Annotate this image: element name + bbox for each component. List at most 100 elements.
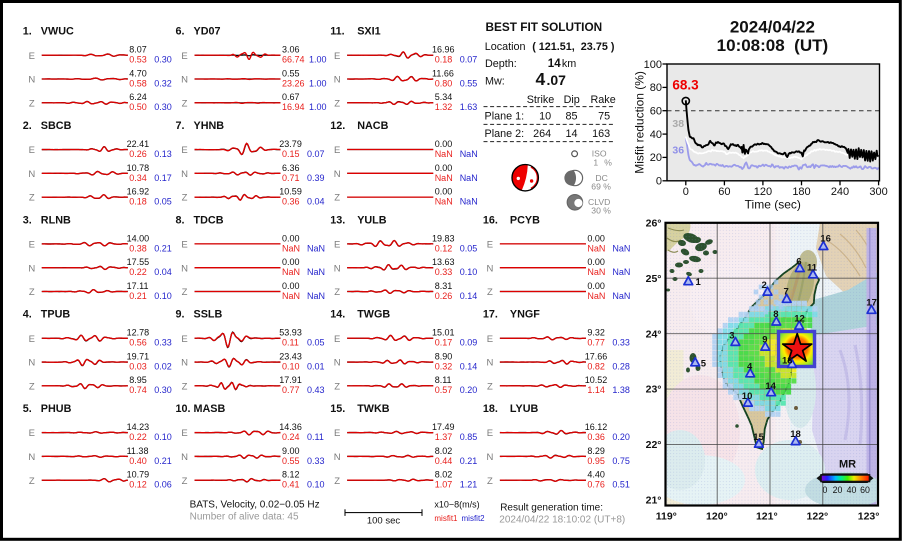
svg-text:0.58: 0.58 — [129, 78, 147, 88]
svg-text:0: 0 — [823, 485, 828, 495]
svg-text:0.09: 0.09 — [460, 338, 478, 348]
svg-text:0.21: 0.21 — [154, 456, 172, 466]
svg-text:11.38: 11.38 — [127, 446, 149, 456]
svg-text:75: 75 — [598, 111, 610, 123]
svg-text:N: N — [181, 263, 188, 274]
svg-text:40: 40 — [650, 129, 662, 141]
svg-text:7: 7 — [784, 287, 789, 298]
svg-text:0: 0 — [683, 186, 689, 198]
svg-text:NACB: NACB — [357, 120, 388, 132]
svg-text:0.00: 0.00 — [435, 139, 453, 149]
svg-text:22°: 22° — [646, 439, 662, 451]
svg-text:17.91: 17.91 — [279, 375, 302, 385]
svg-text:240: 240 — [831, 186, 849, 198]
svg-text:Z: Z — [334, 193, 340, 204]
svg-text:3.: 3. — [23, 214, 32, 226]
svg-text:3.06: 3.06 — [282, 45, 300, 55]
svg-text:YHNB: YHNB — [194, 120, 225, 132]
svg-text:5: 5 — [701, 358, 707, 369]
svg-text:0.02: 0.02 — [154, 361, 172, 371]
svg-text:N: N — [181, 75, 188, 86]
svg-text:0.77: 0.77 — [587, 338, 605, 348]
svg-text:6.: 6. — [176, 26, 185, 38]
svg-text:N: N — [486, 358, 493, 369]
svg-text:Z: Z — [29, 193, 35, 204]
svg-text:E: E — [181, 145, 187, 156]
svg-text:NaN: NaN — [307, 267, 325, 277]
svg-text:4.40: 4.40 — [587, 470, 605, 480]
svg-text:NaN: NaN — [282, 267, 300, 277]
svg-text:100: 100 — [644, 59, 662, 71]
svg-text:BATS, Velocity, 0.02−0.05 Hz: BATS, Velocity, 0.02−0.05 Hz — [190, 500, 320, 511]
svg-text:10: 10 — [742, 391, 753, 402]
svg-text:0.00: 0.00 — [587, 233, 605, 243]
svg-text:NaN: NaN — [612, 291, 630, 301]
svg-text:N: N — [181, 169, 188, 180]
svg-text:0.28: 0.28 — [612, 361, 630, 371]
svg-text:11.66: 11.66 — [432, 68, 454, 78]
svg-text:0.77: 0.77 — [282, 385, 300, 395]
svg-text:0.74: 0.74 — [129, 385, 147, 395]
svg-text:0.30: 0.30 — [154, 55, 172, 65]
svg-text:E: E — [334, 145, 340, 156]
svg-text:0.32: 0.32 — [435, 361, 453, 371]
svg-text:0.10: 0.10 — [460, 267, 478, 277]
svg-text:1.14: 1.14 — [587, 385, 605, 395]
svg-text:14: 14 — [765, 381, 776, 392]
svg-text:Location: Location — [485, 41, 526, 53]
svg-text:MASB: MASB — [194, 403, 226, 415]
svg-text:N: N — [334, 75, 341, 86]
svg-text:E: E — [29, 145, 35, 156]
svg-text:18: 18 — [790, 429, 801, 440]
svg-text:1.38: 1.38 — [612, 385, 630, 395]
svg-text:0.04: 0.04 — [154, 267, 172, 277]
svg-text:Z: Z — [334, 98, 340, 109]
svg-text:38: 38 — [672, 118, 684, 130]
svg-text:N: N — [334, 263, 341, 274]
svg-text:Z: Z — [487, 476, 493, 487]
svg-text:80: 80 — [650, 82, 662, 94]
svg-text:20: 20 — [833, 485, 843, 495]
svg-text:60: 60 — [650, 106, 662, 118]
svg-text:0.76: 0.76 — [587, 480, 605, 490]
svg-text:Z: Z — [182, 381, 188, 392]
svg-text:5.: 5. — [23, 403, 32, 415]
svg-text:0.57: 0.57 — [435, 385, 453, 395]
svg-text:E: E — [181, 428, 187, 439]
svg-text:1.00: 1.00 — [309, 102, 327, 112]
svg-text:8.90: 8.90 — [435, 351, 453, 361]
svg-text:0.00: 0.00 — [587, 281, 605, 291]
svg-text:SXI1: SXI1 — [357, 26, 380, 38]
svg-text:6.36: 6.36 — [282, 163, 300, 173]
svg-text:PCYB: PCYB — [510, 214, 540, 226]
svg-text:300: 300 — [869, 186, 887, 198]
svg-text:2024/04/22 18:10:02 (UT+8): 2024/04/22 18:10:02 (UT+8) — [499, 515, 625, 526]
svg-text:1.63: 1.63 — [460, 102, 478, 112]
svg-text:E: E — [181, 240, 187, 251]
svg-text:0: 0 — [656, 176, 662, 188]
svg-text:1: 1 — [696, 277, 702, 288]
svg-text:Plane 2:: Plane 2: — [485, 128, 525, 140]
svg-text:13.: 13. — [330, 214, 345, 226]
svg-text:Z: Z — [487, 381, 493, 392]
svg-text:120: 120 — [754, 186, 772, 198]
svg-text:1.37: 1.37 — [435, 432, 453, 442]
svg-text:0.03: 0.03 — [129, 361, 147, 371]
svg-text:12.: 12. — [330, 120, 345, 132]
svg-text:0.33: 0.33 — [307, 456, 325, 466]
svg-text:0.38: 0.38 — [129, 243, 147, 253]
svg-text:NaN: NaN — [282, 291, 300, 301]
svg-text:4.: 4. — [23, 309, 32, 321]
svg-text:8.95: 8.95 — [129, 375, 147, 385]
svg-text:0.51: 0.51 — [612, 480, 630, 490]
svg-text:0.20: 0.20 — [612, 432, 630, 442]
svg-text:21°: 21° — [646, 495, 662, 507]
svg-text:0.20: 0.20 — [460, 385, 478, 395]
svg-text:3: 3 — [729, 330, 734, 341]
svg-text:19.83: 19.83 — [432, 233, 455, 243]
svg-text:24°: 24° — [646, 328, 662, 340]
svg-text:100 sec: 100 sec — [367, 516, 401, 527]
svg-text:Strike: Strike — [527, 94, 555, 106]
svg-text:Result generation time:: Result generation time: — [500, 503, 603, 514]
svg-text:N: N — [28, 75, 35, 86]
